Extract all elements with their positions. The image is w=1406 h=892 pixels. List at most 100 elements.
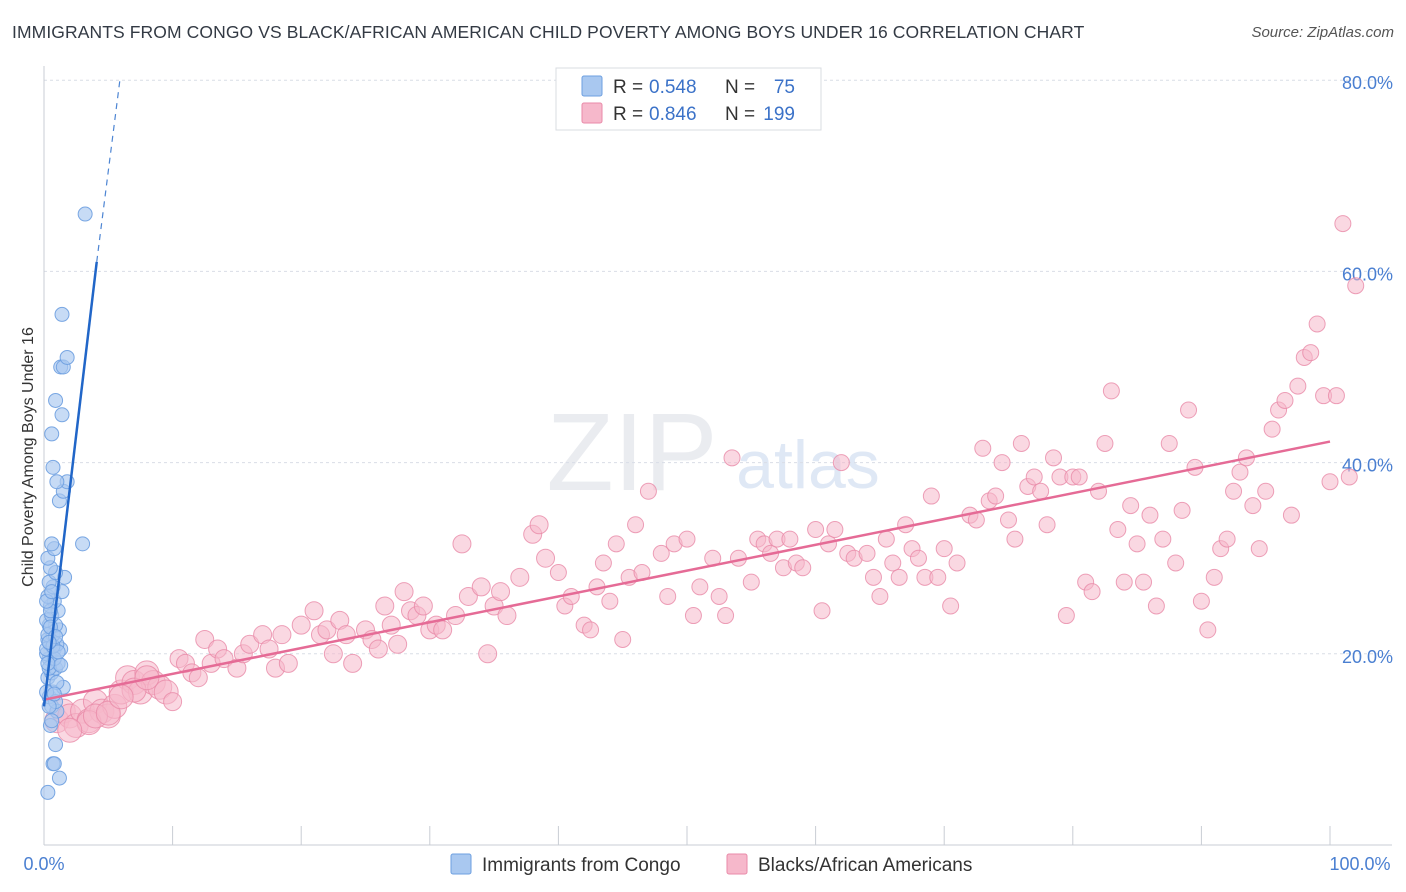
pink-point [1083, 583, 1101, 601]
series-legend: Immigrants from Congo Blacks/African Ame… [450, 853, 972, 876]
pink-point [627, 516, 645, 534]
pink-point [781, 530, 799, 548]
pink-point [1218, 530, 1236, 548]
pink-point [1327, 387, 1345, 405]
pink-point [1340, 468, 1358, 486]
pink-point [987, 487, 1005, 505]
blue-trend-extension [96, 80, 121, 262]
pink-point [272, 625, 292, 645]
pink-point [1192, 592, 1210, 610]
pink-point [691, 578, 709, 596]
blue-point [51, 770, 67, 786]
pink-point [1109, 521, 1127, 539]
pink-point [1096, 434, 1114, 452]
pink-point [639, 482, 657, 500]
chart-title: IMMIGRANTS FROM CONGO VS BLACK/AFRICAN A… [12, 22, 1085, 42]
pink-point [458, 586, 478, 606]
pink-point [536, 548, 556, 568]
pink-point [922, 487, 940, 505]
pink-point [742, 573, 760, 591]
pink-point [1070, 468, 1088, 486]
pink-point [1347, 277, 1365, 295]
pink-point [909, 549, 927, 567]
pink-point [240, 634, 260, 654]
pink-point [471, 577, 491, 597]
pink-point [993, 454, 1011, 472]
pink-point [678, 530, 696, 548]
y-tick-labels: 20.0%40.0%60.0%80.0% [1342, 73, 1393, 667]
pink-point [1102, 382, 1120, 400]
pink-point [614, 630, 632, 648]
trend-lines [42, 80, 1331, 707]
legend-r-label: R = [613, 104, 643, 125]
legend-r-label: R = [613, 77, 643, 98]
pink-point [813, 602, 831, 620]
pink-point [607, 535, 625, 553]
pink-point [478, 644, 498, 664]
pink-point [884, 554, 902, 572]
pink-point [942, 597, 960, 615]
pink-point [1167, 554, 1185, 572]
pink-point [549, 564, 567, 582]
pink-point [1231, 463, 1249, 481]
x-tick-labels: 0.0% 100.0% [23, 854, 1390, 874]
pink-point [452, 534, 472, 554]
pink-point [1038, 516, 1056, 534]
pink-point [317, 620, 337, 640]
x-tick-label: 100.0% [1329, 854, 1390, 874]
pink-point [108, 684, 134, 710]
pink-point [1128, 535, 1146, 553]
pink-point [562, 587, 580, 605]
legend-n-label: N = [725, 77, 755, 98]
pink-point [291, 615, 311, 635]
pink-point [858, 544, 876, 562]
y-tick-label: 20.0% [1342, 647, 1393, 667]
pink-point [1012, 434, 1030, 452]
pink-point [529, 515, 549, 535]
series-legend-label-pink: Blacks/African Americans [758, 855, 972, 876]
pink-point [1244, 497, 1262, 515]
pink-point [1257, 482, 1275, 500]
pink-point [394, 582, 414, 602]
legend-n-value: 75 [774, 77, 795, 98]
legend-n-label: N = [725, 104, 755, 125]
pink-point [807, 521, 825, 539]
pink-point [723, 449, 741, 467]
pink-point [1135, 573, 1153, 591]
pink-point [388, 634, 408, 654]
legend-swatch-pink [581, 102, 603, 124]
legend-n-value: 199 [763, 104, 795, 125]
pink-point [163, 692, 183, 712]
blue-point [59, 349, 75, 365]
pink-point [57, 717, 83, 743]
pink-point [1282, 506, 1300, 524]
pink-point [433, 620, 453, 640]
pink-point [1205, 568, 1223, 586]
blue-point [49, 474, 65, 490]
pink-point [1276, 391, 1294, 409]
blue-trend-line [42, 261, 98, 707]
pink-point [794, 559, 812, 577]
pink-point [652, 544, 670, 562]
pink-point [195, 629, 215, 649]
pink-point [1225, 482, 1243, 500]
blue-point [54, 306, 70, 322]
series-legend-swatch-blue [450, 853, 472, 875]
pink-point [929, 568, 947, 586]
blue-point [48, 392, 64, 408]
axes [43, 66, 1392, 846]
pink-point [710, 587, 728, 605]
pink-point [323, 644, 343, 664]
blue-point [54, 407, 70, 423]
pink-point [594, 554, 612, 572]
blue-point [45, 459, 61, 475]
blue-series-points [39, 206, 93, 800]
gridlines [44, 79, 1392, 655]
pink-point [1141, 506, 1159, 524]
pink-point [974, 439, 992, 457]
pink-point [1289, 377, 1307, 395]
pink-point [278, 653, 298, 673]
pink-point [1006, 530, 1024, 548]
pink-point [935, 540, 953, 558]
